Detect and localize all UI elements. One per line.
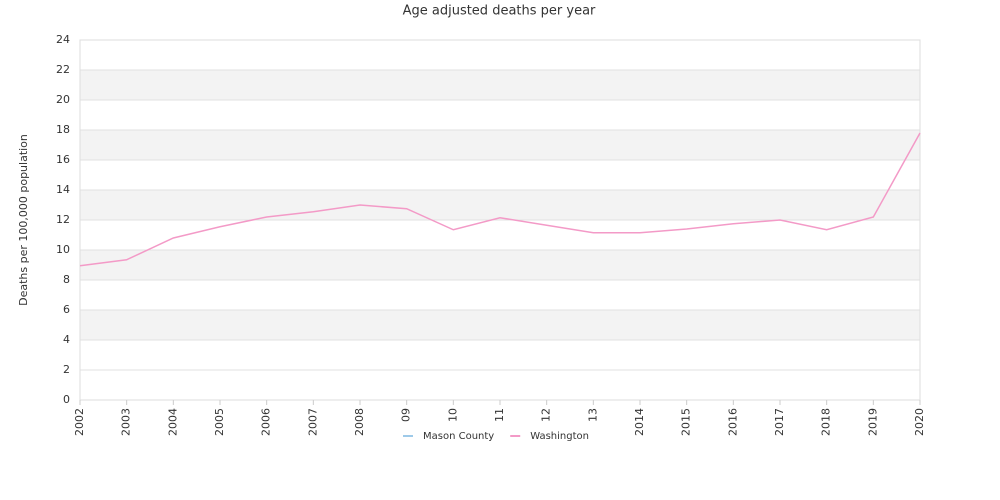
- x-tick-label: 13: [586, 408, 599, 422]
- y-tick-label: 10: [56, 243, 70, 256]
- grid-band: [80, 250, 920, 280]
- series-line: [79, 132, 921, 267]
- x-tick-label: 2003: [120, 408, 133, 436]
- y-tick-label: 8: [63, 273, 70, 286]
- y-tick-label: 16: [56, 153, 70, 166]
- x-tick-label: 2007: [306, 408, 319, 436]
- y-tick-label: 20: [56, 93, 70, 106]
- x-tick-label: 2002: [73, 408, 86, 436]
- y-tick-label: 14: [56, 183, 70, 196]
- x-tick-label: 2014: [633, 408, 646, 436]
- y-tick-label: 12: [56, 213, 70, 226]
- x-tick-label: 10: [446, 408, 459, 422]
- x-tick-label: 2020: [913, 408, 926, 436]
- x-tick-label: 11: [493, 408, 506, 422]
- grid-band: [80, 310, 920, 340]
- x-tick-label: 2006: [260, 408, 273, 436]
- y-axis-label: Deaths per 100,000 population: [17, 134, 30, 306]
- legend-label: Mason County: [423, 431, 494, 442]
- x-tick-label: 12: [540, 408, 553, 422]
- chart-title: Age adjusted deaths per year: [403, 4, 596, 19]
- y-tick-label: 6: [63, 303, 70, 316]
- x-tick-label: 2004: [166, 408, 179, 436]
- y-tick-label: 22: [56, 63, 70, 76]
- y-tick-label: 0: [63, 393, 70, 406]
- x-tick-label: 2008: [353, 408, 366, 436]
- y-tick-label: 4: [63, 333, 70, 346]
- y-tick-label: 24: [56, 33, 70, 46]
- x-tick-label: 2018: [820, 408, 833, 436]
- x-tick-label: 2015: [680, 408, 693, 436]
- y-tick-label: 18: [56, 123, 70, 136]
- y-tick-label: 2: [63, 363, 70, 376]
- x-tick-label: 09: [400, 408, 413, 422]
- x-tick-label: 2016: [726, 408, 739, 436]
- grid-band: [80, 190, 920, 220]
- legend-label: Washington: [530, 431, 589, 442]
- x-tick-label: 2019: [866, 408, 879, 436]
- x-tick-label: 2017: [773, 408, 786, 436]
- grid-band: [80, 70, 920, 100]
- grid-band: [80, 130, 920, 160]
- x-tick-label: 2005: [213, 408, 226, 436]
